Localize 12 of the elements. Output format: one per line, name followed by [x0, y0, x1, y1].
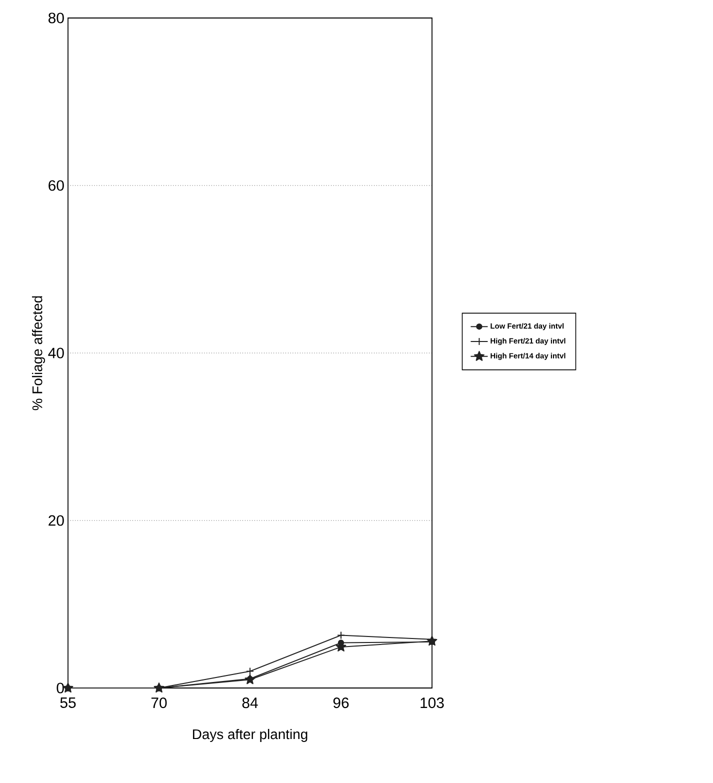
- x-axis-title: Days after planting: [192, 728, 308, 742]
- y-tick-label: 80: [48, 12, 64, 24]
- x-tick-label: 55: [60, 698, 76, 708]
- y-tick-label: 60: [48, 180, 64, 191]
- y-tick-label: 40: [48, 348, 64, 358]
- x-tick-label: 70: [151, 698, 167, 708]
- x-tick-label: 84: [242, 698, 258, 708]
- y-axis-title: % Foliage affected: [32, 296, 46, 410]
- x-tick-label: 96: [333, 698, 349, 708]
- y-tick-label: 0: [56, 682, 64, 694]
- y-tick-label: 20: [48, 515, 64, 526]
- x-tick-label: 103: [420, 698, 444, 708]
